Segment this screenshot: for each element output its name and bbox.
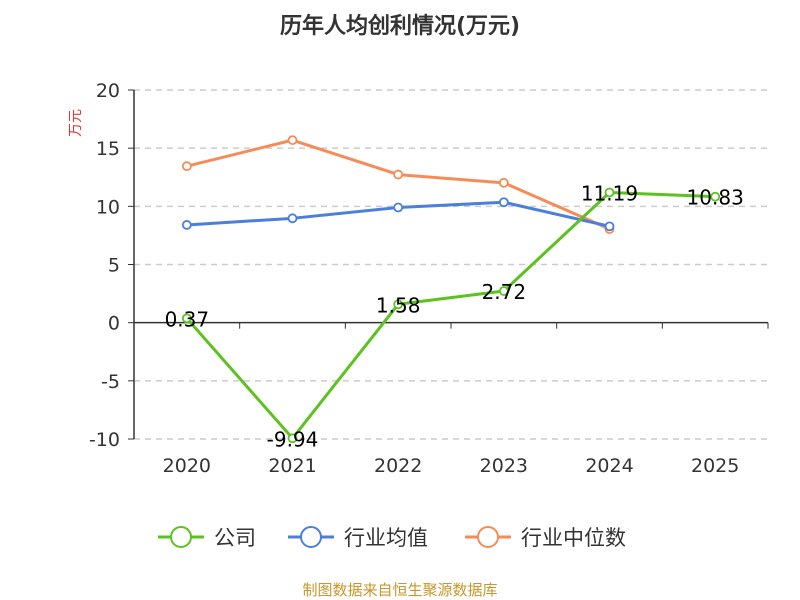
data-point bbox=[393, 202, 404, 213]
data-label: 0.37 bbox=[165, 307, 210, 331]
legend-label: 行业中位数 bbox=[521, 526, 626, 550]
y-tick-label: 0 bbox=[108, 313, 120, 335]
legend: 公司 行业均值 行业中位数 bbox=[158, 526, 626, 550]
y-tick-label: -10 bbox=[89, 429, 120, 451]
data-label: 11.19 bbox=[581, 181, 638, 205]
data-point bbox=[181, 161, 192, 172]
y-tick-label: 15 bbox=[96, 138, 120, 160]
data-point bbox=[498, 177, 509, 188]
axes: 20 15 10 5 0 -5 -10 2020 2021 2022 2023 2024 2025 bbox=[89, 80, 769, 477]
data-point bbox=[604, 221, 615, 232]
x-tick-label: 2023 bbox=[480, 455, 528, 477]
data-point bbox=[287, 135, 298, 146]
x-tick-label: 2020 bbox=[163, 455, 211, 477]
source-note: 制图数据来自恒生聚源数据库 bbox=[302, 581, 497, 599]
data-point bbox=[181, 220, 192, 230]
gridlines bbox=[134, 89, 768, 440]
series-line bbox=[185, 190, 716, 440]
data-point bbox=[393, 299, 404, 310]
series-group bbox=[181, 135, 721, 444]
data-point bbox=[498, 286, 509, 296]
data-point bbox=[710, 191, 721, 202]
x-tick-label: 2022 bbox=[374, 455, 422, 477]
y-tick-label: 10 bbox=[96, 196, 120, 218]
x-tick-label: 2021 bbox=[268, 455, 316, 477]
x-tick-label: 2025 bbox=[691, 455, 739, 477]
y-axis-label: 万元 bbox=[68, 109, 84, 137]
data-label: 2.72 bbox=[482, 280, 527, 304]
legend-label: 公司 bbox=[214, 526, 256, 550]
legend-marker bbox=[300, 526, 322, 548]
data-labels: 0.37 -9.94 1.58 2.72 11.19 10.83 bbox=[165, 181, 744, 451]
legend-marker bbox=[170, 526, 192, 548]
y-tick-label: 20 bbox=[96, 80, 120, 102]
data-point bbox=[498, 197, 509, 208]
x-tick-label: 2024 bbox=[585, 455, 633, 477]
data-point bbox=[393, 169, 404, 180]
y-tick-label: -5 bbox=[101, 371, 120, 393]
data-point bbox=[604, 187, 615, 198]
data-label: 1.58 bbox=[376, 293, 421, 317]
data-label: 10.83 bbox=[687, 186, 744, 210]
data-point bbox=[287, 213, 298, 224]
data-point bbox=[287, 433, 298, 444]
legend-marker bbox=[477, 526, 499, 548]
chart-title: 历年人均创利情况(万元) bbox=[280, 13, 520, 39]
data-label: -9.94 bbox=[267, 427, 319, 451]
series-line bbox=[186, 138, 611, 231]
legend-label: 行业均值 bbox=[344, 526, 428, 550]
y-tick-label: 5 bbox=[108, 255, 120, 277]
data-point bbox=[181, 313, 192, 324]
